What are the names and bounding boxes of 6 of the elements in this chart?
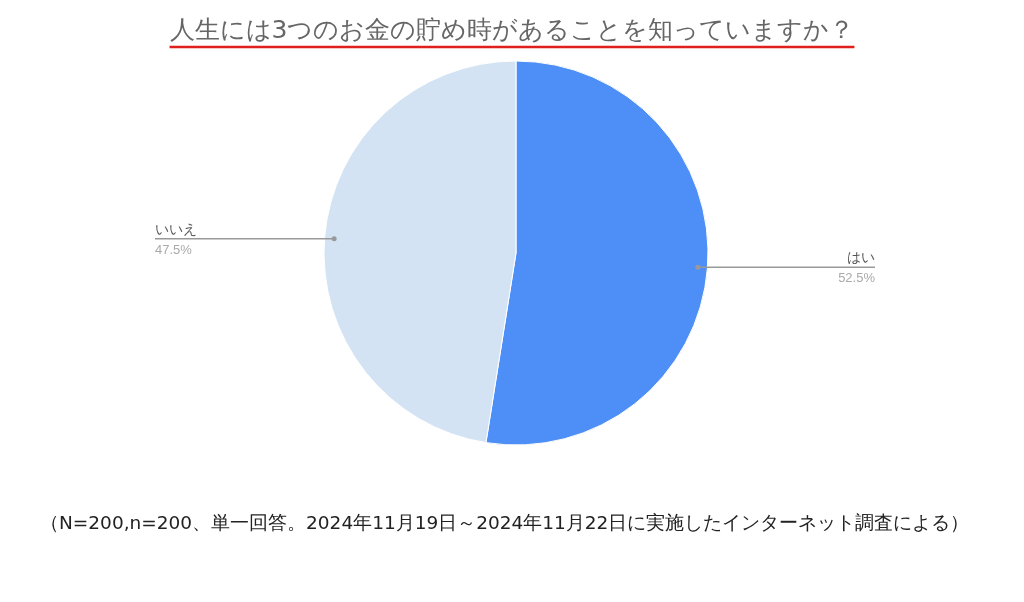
data-label: 47.5% <box>155 241 193 257</box>
chart-title: 人生には3つのお金の貯め時があることを知っていますか？ <box>169 15 855 44</box>
data-label: 52.5% <box>838 270 876 286</box>
slice-label: いいえ <box>155 220 197 237</box>
slice-label: はい <box>847 249 875 266</box>
text: （N=200,n=200、単一回答。2024年11月19日～2024年11月22日に実施したインターネット調査による） <box>40 511 971 535</box>
